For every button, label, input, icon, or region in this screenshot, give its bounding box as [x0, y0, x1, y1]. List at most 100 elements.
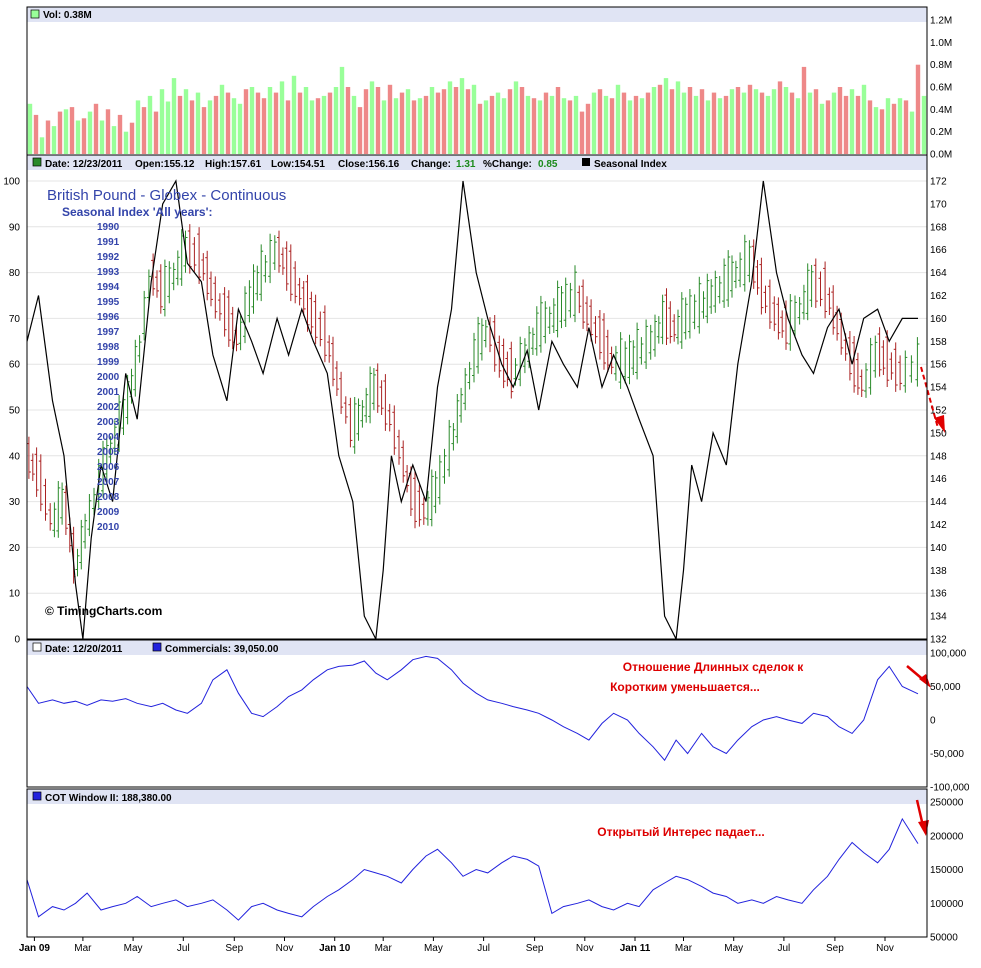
- price-frame: [26, 154, 928, 640]
- price-right-tick: 132: [930, 635, 947, 646]
- cot-y-tick: 250000: [930, 798, 964, 809]
- volume-bar: [339, 66, 345, 154]
- volume-bar: [93, 103, 99, 155]
- price-right-tick: 158: [930, 337, 947, 348]
- year-label: 2002: [97, 402, 120, 413]
- volume-bar: [105, 109, 111, 154]
- volume-bar: [495, 92, 501, 154]
- volume-bar: [903, 100, 909, 154]
- x-tick-label: Nov: [876, 943, 894, 954]
- year-label: 1999: [97, 357, 120, 368]
- volume-bar: [39, 137, 45, 155]
- volume-bar: [735, 87, 741, 154]
- volume-bar: [189, 100, 195, 154]
- cot-legend-swatch: [32, 791, 42, 801]
- cot-line: [26, 817, 919, 921]
- volume-bar: [657, 84, 663, 154]
- header-date: Date: 12/23/2011: [45, 159, 123, 170]
- volume-bar: [915, 64, 921, 154]
- volume-bar: [525, 95, 531, 154]
- volume-bar: [453, 87, 459, 154]
- volume-y-tick: 0.0M: [930, 150, 952, 161]
- volume-bar: [45, 120, 51, 154]
- price-arrow-head: [934, 415, 945, 433]
- x-tick-label: May: [424, 943, 443, 954]
- volume-bar: [831, 92, 837, 154]
- header-pct-label: %Change:: [483, 159, 532, 170]
- commercials-panel: Date: 12/20/2011 Commercials: 39,050.00 …: [26, 639, 970, 794]
- volume-bar: [441, 89, 447, 154]
- volume-bar: [135, 100, 141, 154]
- price-left-tick: 60: [9, 360, 21, 371]
- volume-legend-swatch: [30, 9, 40, 19]
- price-left-tick: 0: [14, 635, 20, 646]
- volume-bar: [645, 92, 651, 154]
- price-right-tick: 138: [930, 566, 947, 577]
- year-label: 2000: [97, 372, 120, 383]
- volume-y-ticks: 1.2M 1.0M 0.8M 0.6M 0.4M 0.2M 0.0M: [930, 16, 952, 161]
- volume-y-tick: 1.0M: [930, 38, 952, 49]
- volume-bar: [279, 81, 285, 154]
- year-label: 1994: [97, 282, 120, 293]
- volume-bar: [921, 95, 927, 154]
- volume-bar: [153, 111, 159, 154]
- volume-bar: [465, 89, 471, 154]
- volume-bar: [201, 107, 207, 154]
- volume-bar: [285, 100, 291, 154]
- x-tick-label: May: [724, 943, 743, 954]
- volume-bar: [255, 92, 261, 154]
- volume-bar: [825, 100, 831, 154]
- year-label: 2001: [97, 387, 120, 398]
- volume-bar: [393, 98, 399, 154]
- commercials-line: [26, 655, 919, 762]
- volume-bar: [579, 111, 585, 154]
- volume-bar: [435, 92, 441, 154]
- volume-bar: [213, 95, 219, 154]
- price-right-tick: 150: [930, 428, 947, 439]
- volume-bar: [729, 89, 735, 154]
- volume-bar: [225, 92, 231, 154]
- header-close: Close:156.16: [338, 159, 400, 170]
- header-open: Open:155.12: [135, 159, 195, 170]
- volume-bar: [501, 98, 507, 154]
- cot-panel: COT Window II: 188,380.00 Открытый Интер…: [26, 788, 964, 944]
- x-tick-label: Mar: [675, 943, 693, 954]
- commercials-arrow-head: [919, 674, 931, 688]
- volume-bar: [759, 92, 765, 154]
- volume-bar: [357, 107, 363, 154]
- volume-bar: [291, 75, 297, 154]
- x-tick-label: Sep: [526, 943, 544, 954]
- price-right-ticks: 172 170 168 166 164 162 160 158 156 154 152 150 148 1…: [930, 177, 947, 646]
- year-label: 2010: [97, 522, 120, 533]
- volume-y-tick: 0.2M: [930, 127, 952, 138]
- volume-bar: [741, 92, 747, 154]
- volume-bar: [687, 87, 693, 154]
- volume-bar: [351, 95, 357, 154]
- year-label: 2009: [97, 507, 120, 518]
- volume-bar: [867, 100, 873, 154]
- volume-bar: [483, 100, 489, 154]
- year-label: 2006: [97, 462, 120, 473]
- x-tick-label: May: [124, 943, 143, 954]
- price-left-tick: 80: [9, 268, 21, 279]
- cot-frame: [26, 788, 928, 938]
- volume-bar: [273, 92, 279, 154]
- volume-bar: [819, 103, 825, 155]
- commercials-header-label: Commercials: 39,050.00: [165, 644, 279, 655]
- volume-bar: [663, 78, 669, 154]
- volume-bar: [411, 100, 417, 154]
- volume-bar: [447, 81, 453, 154]
- volume-bar: [387, 84, 393, 154]
- price-left-tick: 50: [9, 406, 21, 417]
- volume-bar: [33, 114, 39, 154]
- commercials-frame: [26, 639, 928, 788]
- volume-bar: [555, 87, 561, 154]
- chart-title: British Pound - Globex - Continuous: [47, 187, 286, 204]
- seasonal-legend-swatch: [582, 158, 590, 166]
- volume-bar: [309, 100, 315, 154]
- price-right-tick: 170: [930, 199, 947, 210]
- price-right-tick: 162: [930, 291, 947, 302]
- volume-bar: [231, 98, 237, 154]
- year-label: 1997: [97, 327, 120, 338]
